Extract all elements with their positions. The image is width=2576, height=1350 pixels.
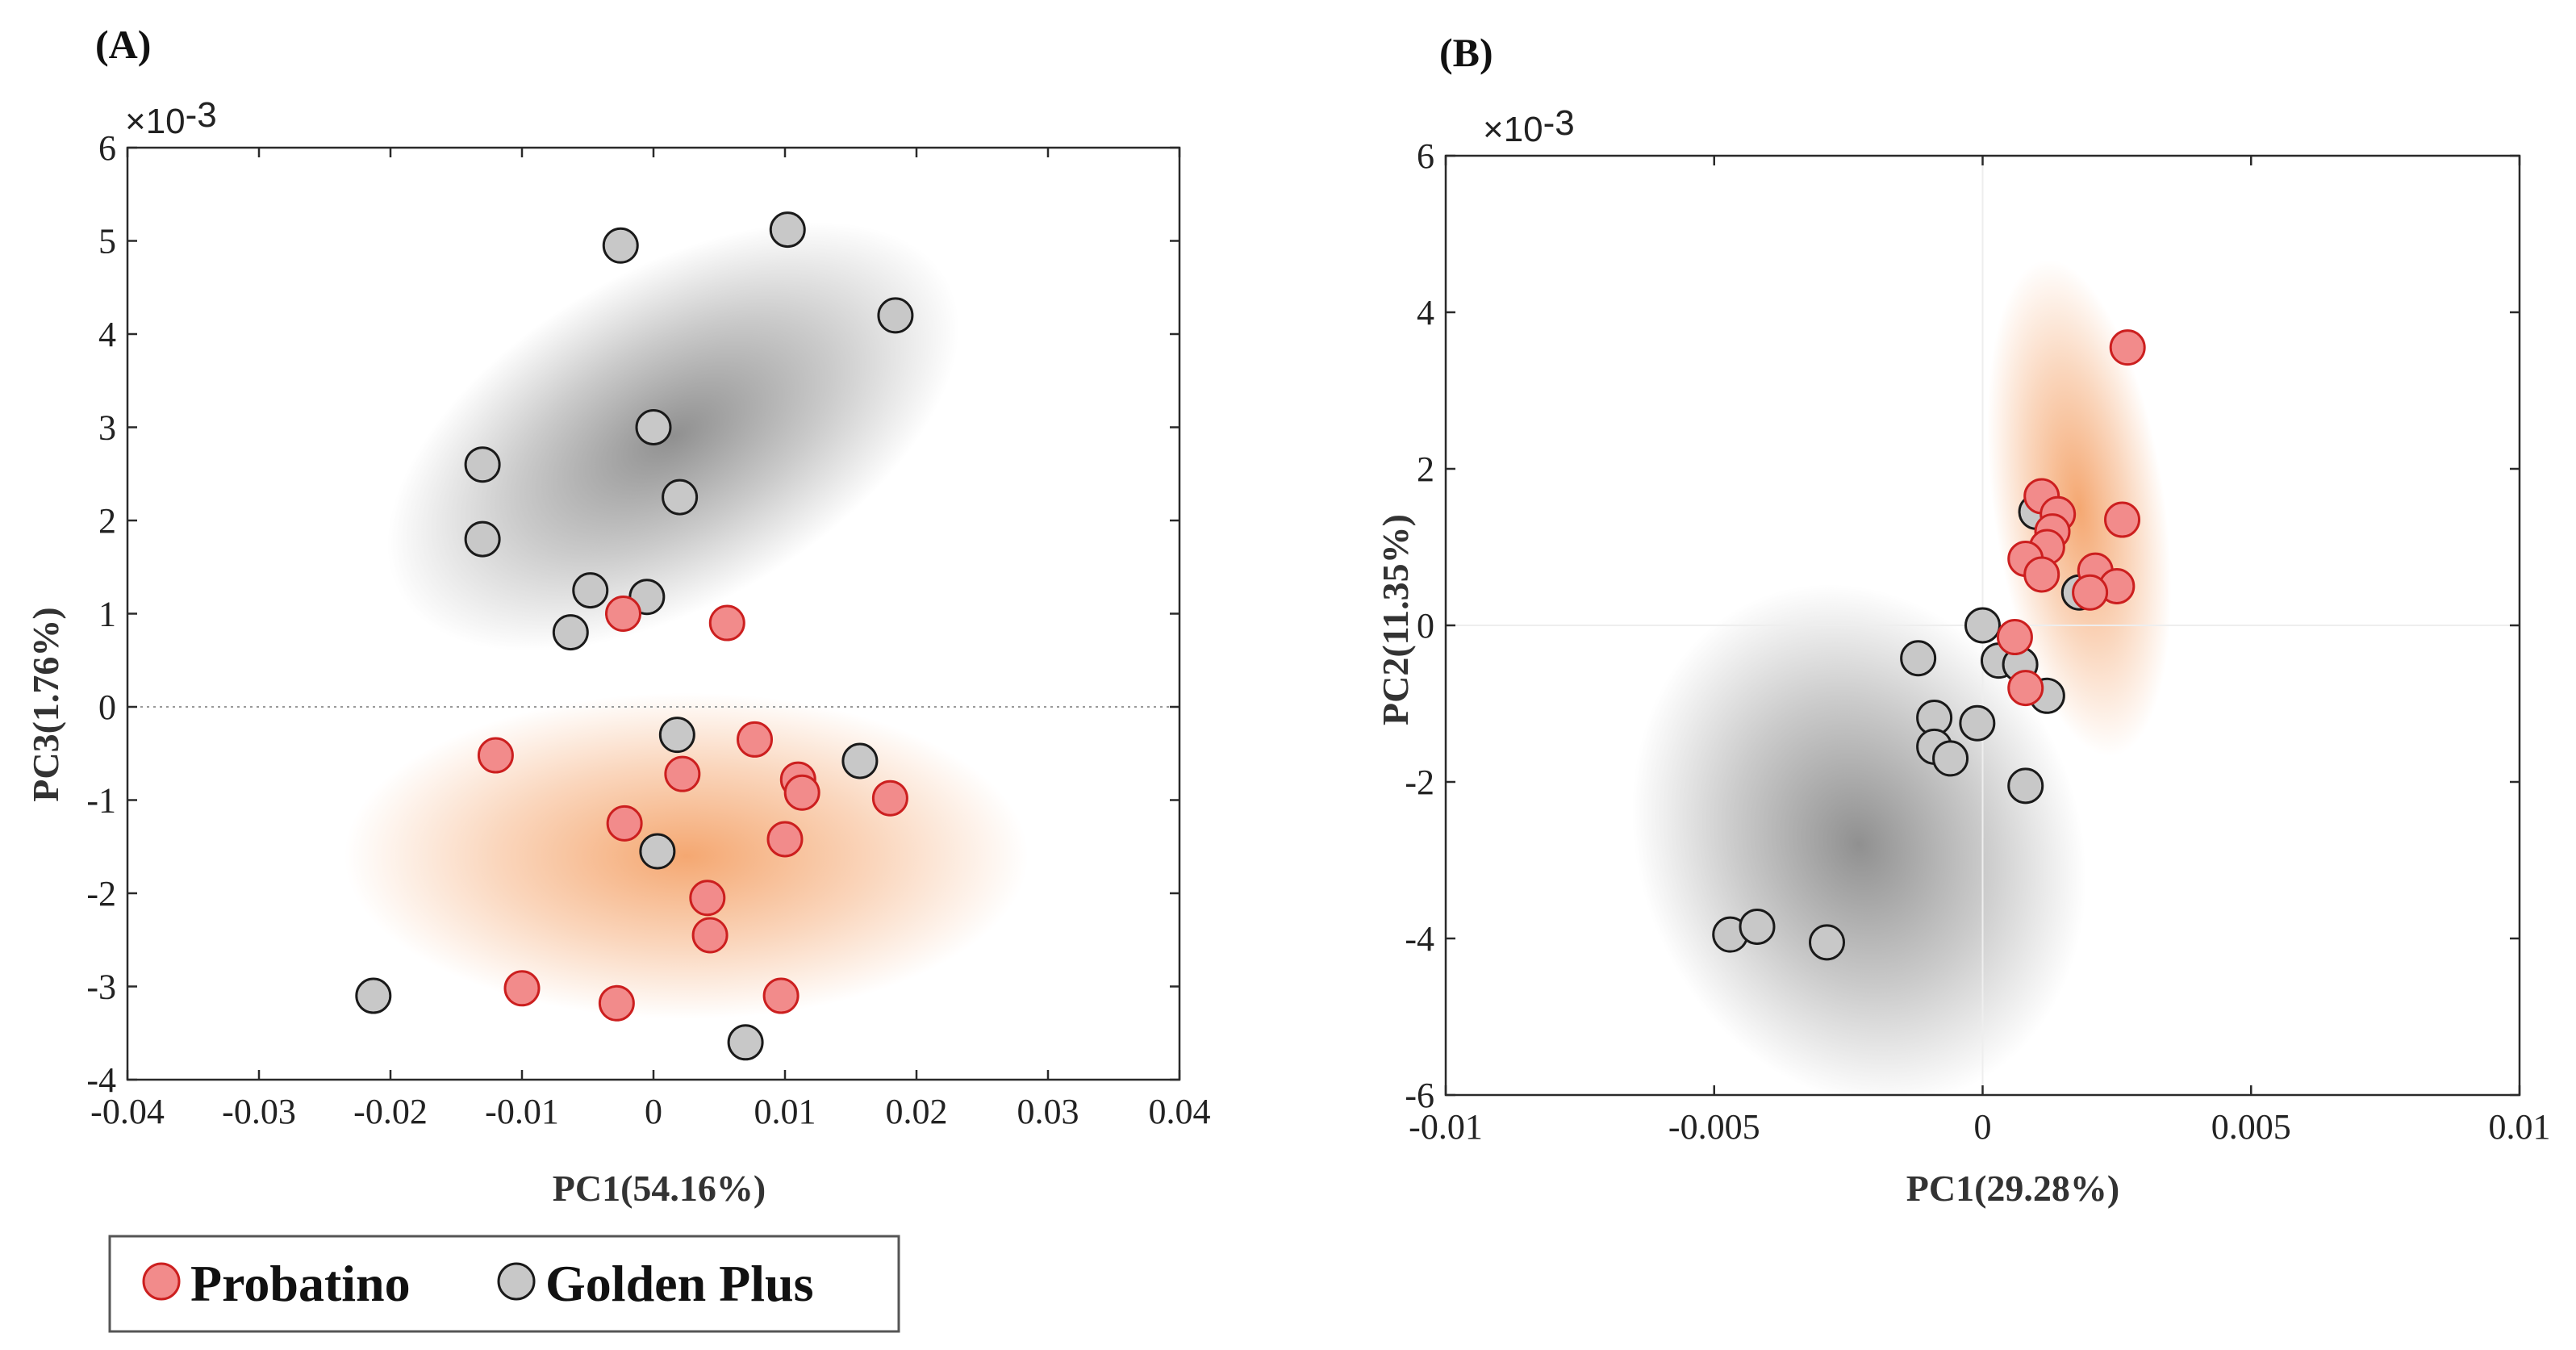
point-probatino [783,774,820,811]
y-tick-label: 3 [98,408,116,448]
point-golden-plus [662,479,699,516]
point-golden-plus [769,211,806,249]
point-golden-plus [658,717,695,754]
point-golden-plus [1959,704,1996,742]
y-tick-label: -3 [86,968,116,1007]
y-tick-label: 5 [98,222,116,261]
confidence-ellipse-golden-plus [387,222,959,651]
x-tick-label: 0 [1974,1107,1992,1147]
point-golden-plus [552,614,589,651]
x-tick-label: -0.005 [1668,1107,1760,1147]
x-tick-label: 0 [645,1092,662,1131]
panel-a-label: (A) [95,22,151,67]
y-tick-label: -4 [86,1060,116,1100]
x-tick-label: 0.005 [2211,1107,2291,1147]
point-probatino [477,737,514,774]
point-probatino [689,880,726,917]
point-golden-plus [1900,640,1937,677]
point-golden-plus [841,742,879,779]
x-tick-label: -0.01 [1409,1107,1483,1147]
x-tick-label: 0.03 [1017,1092,1079,1131]
y-tick-label: 4 [1417,293,1434,332]
point-probatino [598,984,635,1022]
point-probatino [766,821,804,858]
panel-b-x-axis-title: PC1(29.28%) [1906,1168,2119,1209]
legend-label-probatino: Probatino [190,1255,411,1312]
point-probatino [606,805,643,842]
point-probatino [2023,556,2060,593]
confidence-ellipse-probatino [1987,259,2172,757]
point-golden-plus [1809,924,1846,961]
point-golden-plus [464,446,501,483]
y-tick-label: -2 [1405,763,1434,802]
point-probatino [2072,574,2109,611]
y-tick-label: 0 [1417,606,1434,646]
point-golden-plus [572,572,609,609]
x-tick-label: -0.03 [222,1092,296,1131]
point-golden-plus [602,227,639,264]
y-tick-label: 2 [98,501,116,541]
legend: Probatino Golden Plus [108,1235,900,1333]
x-tick-label: 0.01 [2489,1107,2551,1147]
point-golden-plus [727,1024,764,1061]
panel-b-label: (B) [1439,30,1493,75]
plot-content [127,211,1179,1061]
plot-content [1446,156,2520,1095]
y-tick-label: -6 [1405,1076,1434,1115]
panel-b: (B) ×10-3 PC1(29.28%) PC2(11.35%) -0.01-… [1375,30,2551,1209]
y-tick-label: 1 [98,595,116,634]
point-probatino [664,755,701,792]
point-golden-plus [877,297,914,334]
x-tick-label: -0.02 [353,1092,428,1131]
panel-a: (A) ×10-3 PC1(54.16%) PC3(1.76%) -0.04 -0… [25,22,1211,1209]
panel-b-y-exponent: ×10-3 [1483,103,1575,149]
point-probatino [605,596,642,632]
point-golden-plus [1932,740,1969,777]
panel-b-y-axis-title: PC2(11.35%) [1375,514,1416,725]
legend-label-golden-plus: Golden Plus [545,1255,814,1312]
point-golden-plus [464,520,501,558]
y-tick-label: -4 [1405,919,1434,959]
point-probatino [762,977,800,1014]
point-probatino [871,779,908,817]
x-tick-label: -0.04 [90,1092,165,1131]
x-tick-label: 0.01 [754,1092,816,1131]
point-probatino [737,721,774,758]
x-tick-label: -0.01 [485,1092,559,1131]
y-tick-label: 2 [1417,449,1434,489]
point-golden-plus [2007,767,2044,805]
point-probatino [2007,670,2044,707]
y-tick-label: -1 [86,781,116,821]
panel-a-y-exponent: ×10-3 [125,95,217,141]
point-golden-plus [635,409,672,445]
point-golden-plus [355,977,392,1014]
legend-marker-probatino [142,1262,181,1301]
y-tick-label: 4 [98,315,116,354]
panel-a-y-axis-title: PC3(1.76%) [25,607,66,801]
point-probatino [1996,619,2033,656]
point-probatino [691,917,729,954]
x-tick-label: 0.04 [1149,1092,1211,1131]
point-golden-plus [639,833,676,870]
legend-marker-golden-plus [497,1262,536,1301]
y-tick-label: 6 [98,128,116,168]
point-golden-plus [1739,908,1776,945]
point-probatino [2104,501,2141,538]
y-tick-label: -2 [86,874,116,913]
point-golden-plus [1964,607,2001,644]
panel-a-x-axis-title: PC1(54.16%) [553,1168,766,1209]
point-probatino [708,604,745,642]
y-tick-label: 6 [1417,136,1434,176]
point-probatino [2109,329,2146,366]
y-tick-label: 0 [98,688,116,727]
point-probatino [503,970,541,1007]
x-tick-label: 0.02 [886,1092,948,1131]
